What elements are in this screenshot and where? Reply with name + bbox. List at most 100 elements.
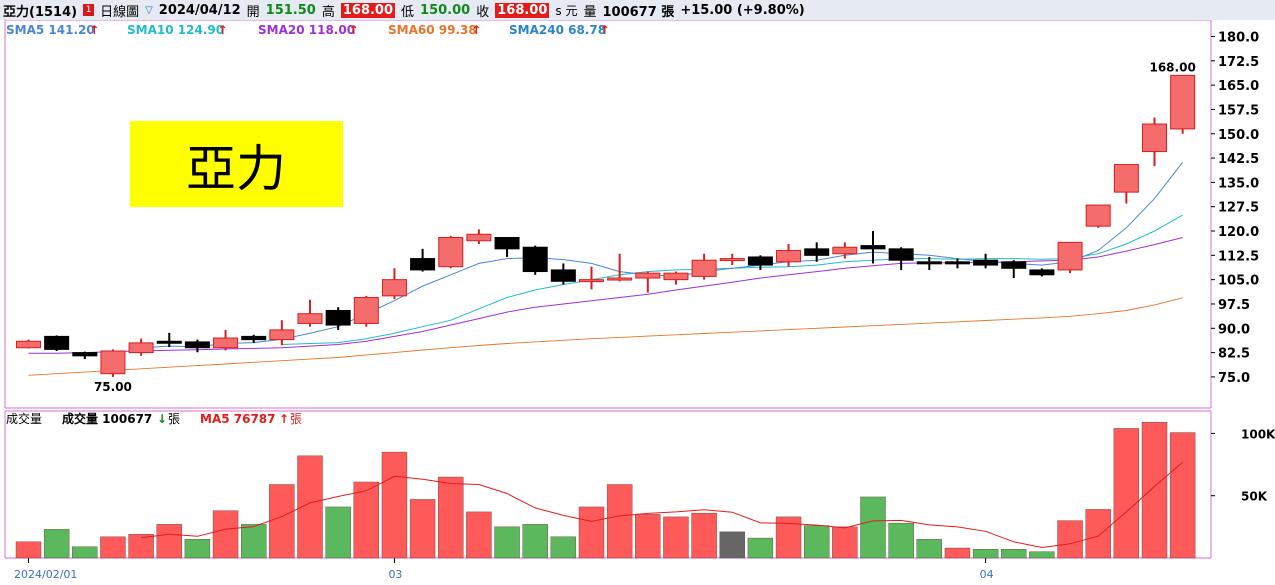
sma20-up-arrow-icon: ↑ — [349, 23, 359, 37]
volume-bar — [15, 541, 42, 559]
volume-bar — [550, 536, 577, 559]
candle-body — [410, 258, 436, 271]
volume-bar — [578, 506, 605, 559]
sma60-line — [28, 297, 1183, 376]
volume-legend: 成交量 成交量 100677 ↓ 張 MA5 76787 ↑ 張 — [6, 411, 302, 426]
low-label: 低 — [401, 4, 415, 20]
stock-title-box — [130, 121, 343, 207]
price-tick-label: 150.0 — [1218, 128, 1259, 143]
sma20-legend-label: SMA20 118.00 — [258, 23, 355, 37]
volume-panel-title: 成交量 — [6, 411, 42, 426]
volume-down-arrow-icon: ↓ — [157, 412, 167, 426]
sma60-legend-label: SMA60 99.38 — [388, 23, 477, 37]
candle-body — [184, 341, 210, 349]
volume-ma5-legend-unit: 張 — [290, 412, 302, 426]
sma10-up-arrow-icon: ↑ — [218, 23, 228, 37]
volume-bar — [804, 525, 830, 559]
candle-body — [1113, 164, 1139, 193]
price-tick-label: 172.5 — [1218, 55, 1259, 70]
volume-bar — [269, 484, 295, 559]
volume-bar — [832, 526, 858, 559]
close-value: 168.00 — [495, 2, 550, 18]
candle-body — [888, 248, 914, 261]
date-x-axis: 2024/02/01 03 04 — [14, 558, 994, 581]
stock-name: 亞力(1514) — [3, 4, 78, 20]
currency-suffix: s 元 — [555, 3, 578, 18]
price-tick-label: 120.0 — [1218, 225, 1259, 240]
volume-legend-value: 成交量 100677 — [62, 411, 152, 426]
volume-tick-label: 100K — [1241, 427, 1275, 441]
candle-body — [44, 335, 70, 350]
volume-bar — [494, 526, 520, 559]
volume-value: 100677 張 — [602, 4, 675, 20]
volume-bar — [747, 537, 774, 559]
volume-bar — [409, 499, 436, 559]
price-tick-label: 82.5 — [1218, 347, 1250, 362]
candle-body — [832, 246, 858, 255]
candle-body — [1170, 74, 1196, 130]
volume-bar — [325, 506, 351, 559]
price-tick-label: 97.5 — [1218, 298, 1250, 313]
sma-legend: SMA5 141.20↑ SMA10 124.90↑ SMA20 118.00↑ SM… — [6, 23, 610, 37]
volume-bar — [719, 531, 745, 559]
candle-body — [635, 272, 661, 279]
candle-body — [156, 340, 182, 344]
volume-bar — [944, 547, 971, 559]
volume-tick-label: 50K — [1241, 490, 1268, 504]
candle-body — [916, 261, 942, 265]
candle-body — [804, 248, 830, 256]
volume-bar — [1169, 432, 1196, 559]
volume-bar — [606, 484, 633, 559]
open-label: 開 — [246, 4, 260, 20]
candle-body — [550, 269, 576, 282]
price-tick-label: 135.0 — [1218, 176, 1259, 191]
price-tick-label: 75.0 — [1218, 371, 1250, 386]
candle-body — [607, 277, 633, 281]
date-tick-label: 03 — [388, 568, 402, 581]
volume-ma5-legend: MA5 76787 — [200, 412, 276, 426]
candle-body — [860, 245, 886, 250]
low-value: 150.00 — [420, 2, 471, 18]
volume-bar — [1085, 509, 1111, 559]
quote-date[interactable]: 2024/04/12 — [158, 2, 241, 18]
price-tick-label: 105.0 — [1218, 274, 1259, 289]
quote-header: 亞力(1514) 1 日線圖 ▽ 2024/04/12 開 151.50 高 1… — [0, 0, 1275, 21]
stock-flag-badge: 1 — [83, 4, 95, 16]
candle-body — [72, 352, 98, 357]
volume-legend-unit: 張 — [168, 412, 180, 426]
candle-body — [438, 237, 464, 268]
price-tick-label: 157.5 — [1218, 103, 1259, 118]
volume-ma5-line — [141, 461, 1183, 549]
volume-bar — [438, 476, 464, 559]
stock-chart[interactable]: 180.0 172.5 165.0 157.5 150.0 142.5 135.0 127.5… — [0, 20, 1275, 585]
close-label: 收 — [476, 4, 490, 20]
volume-ma5-path — [141, 461, 1183, 549]
volume-bar — [1141, 422, 1168, 559]
candle-body — [100, 350, 126, 375]
volume-bar — [381, 451, 408, 559]
candle-body — [353, 296, 379, 324]
sma240-legend-label: SMA240 68.78 — [509, 23, 606, 37]
candle-body — [1057, 241, 1083, 271]
candle-body — [16, 340, 41, 349]
period-label[interactable]: 日線圖 — [100, 4, 140, 20]
candlestick-series — [16, 74, 1196, 377]
volume-bar — [663, 516, 689, 559]
candle-body — [1085, 204, 1111, 227]
volume-y-axis: 100K 50K — [1211, 427, 1275, 504]
volume-bar — [888, 522, 914, 559]
candle-body — [269, 329, 295, 341]
sma5-legend-label: SMA5 141.20 — [6, 23, 95, 37]
candle-body — [776, 249, 802, 263]
candle-body — [973, 259, 999, 266]
volume-bar-series — [15, 422, 1196, 559]
date-dropdown-icon[interactable]: ▽ — [145, 4, 153, 16]
volume-bar — [1001, 549, 1027, 559]
price-tick-label: 165.0 — [1218, 79, 1259, 94]
candle-body — [297, 313, 323, 324]
price-tick-label: 180.0 — [1218, 30, 1259, 45]
volume-bar — [184, 539, 211, 559]
sma5-up-arrow-icon: ↑ — [89, 23, 99, 37]
volume-bar — [353, 481, 379, 559]
price-change: +15.00 (+9.80%) — [680, 2, 805, 18]
